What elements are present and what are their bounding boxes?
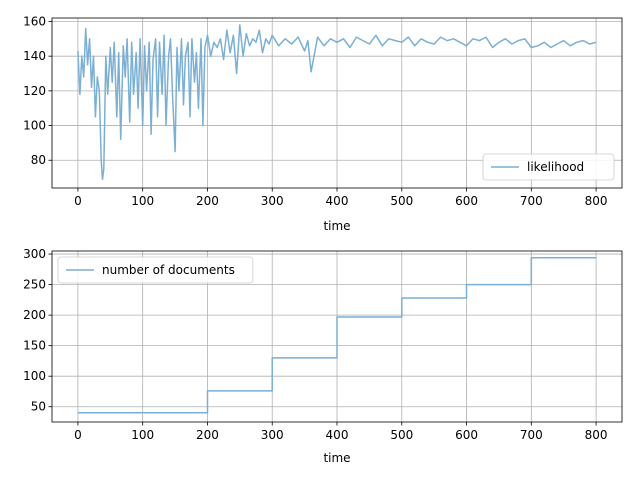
- x-tick-label: 700: [520, 428, 543, 442]
- x-tick-label: 400: [326, 428, 349, 442]
- y-tick-label: 140: [23, 49, 46, 63]
- y-tick-label: 160: [23, 14, 46, 28]
- x-tick-label: 100: [131, 428, 154, 442]
- series-line: [77, 24, 597, 181]
- x-tick-label: 0: [74, 428, 82, 442]
- likelihood-plot: 0 100 200 300 400 500 600 700 800 80 100 120 140 160 t…: [23, 14, 623, 233]
- x-tick-label: 500: [390, 428, 413, 442]
- x-tick-label: 600: [455, 194, 478, 208]
- x-tick-label: 500: [390, 194, 413, 208]
- x-tick-label: 300: [261, 194, 284, 208]
- x-tick-label: 400: [326, 194, 349, 208]
- legend: number of documents: [57, 256, 254, 284]
- y-tick-label: 50: [31, 400, 46, 414]
- x-tick-label: 0: [74, 194, 82, 208]
- x-tick-label: 800: [585, 194, 608, 208]
- x-tick-label: 700: [520, 194, 543, 208]
- x-axis-label: time: [323, 219, 350, 233]
- x-axis-label: time: [323, 451, 350, 465]
- y-tick-label: 120: [23, 84, 46, 98]
- y-tick-label: 100: [23, 369, 46, 383]
- legend-box: [482, 153, 615, 181]
- y-tick-label: 250: [23, 278, 46, 292]
- legend: likelihood: [482, 153, 615, 181]
- y-tick-label: 150: [23, 339, 46, 353]
- series-line: [77, 256, 597, 414]
- x-tick-label: 800: [585, 428, 608, 442]
- x-tick-label: 100: [131, 194, 154, 208]
- legend-label: likelihood: [527, 160, 584, 174]
- x-tick-label: 300: [261, 428, 284, 442]
- x-tick-label: 600: [455, 428, 478, 442]
- y-tick-label: 100: [23, 119, 46, 133]
- legend-label: number of documents: [102, 263, 235, 277]
- documents-plot: 0 100 200 300 400 500 600 700 800 50 100 150 200 250 3…: [23, 247, 623, 465]
- y-tick-label: 200: [23, 308, 46, 322]
- x-tick-label: 200: [196, 194, 219, 208]
- y-tick-label: 80: [31, 153, 46, 167]
- x-tick-label: 200: [196, 428, 219, 442]
- legend-box: [57, 256, 254, 284]
- y-tick-label: 300: [23, 247, 46, 261]
